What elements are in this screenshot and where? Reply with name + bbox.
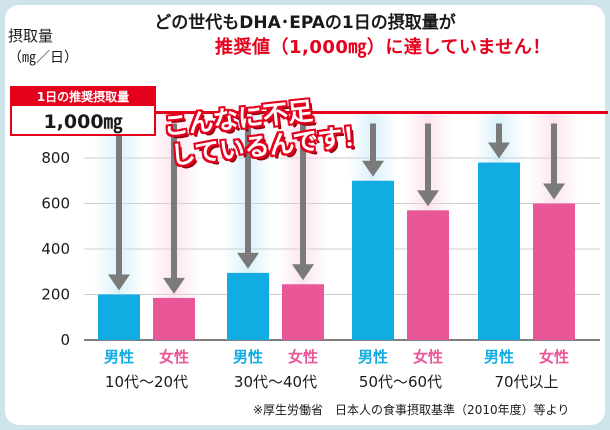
down-arrow-shaft [300, 123, 306, 267]
x-category-label: 30代～40代 [234, 373, 317, 391]
source-note: ※厚生労働省 日本人の食事摂取基準（2010年度）等より [253, 403, 570, 417]
down-arrow-head [108, 274, 130, 291]
y-tick-label: 200 [41, 286, 70, 304]
y-axis-unit: （㎎／日） [8, 50, 78, 66]
chart-subtitle: 推奨値（1,000㎎）に達していません！ [215, 37, 551, 58]
down-arrow-head [488, 142, 510, 159]
series-label-male: 男性 [233, 348, 263, 366]
down-arrow-shaft [551, 123, 557, 186]
bar-female [153, 297, 195, 340]
x-category-label: 70代以上 [494, 373, 558, 391]
series-label-female: 女性 [539, 348, 569, 366]
down-arrow-shaft [370, 123, 376, 163]
y-tick-label: 800 [41, 149, 70, 167]
down-arrow-shaft [496, 123, 502, 145]
series-label-female: 女性 [413, 348, 443, 366]
bar-male [352, 180, 394, 340]
down-arrow-head [163, 277, 185, 294]
y-tick-label: 600 [41, 195, 70, 213]
chart-title: どの世代もDHA･EPAの1日の摂取量が [154, 13, 456, 33]
down-arrow-head [362, 160, 384, 177]
down-arrow-shaft [425, 123, 431, 193]
recommended-intake-value: 1,000㎎ [43, 111, 123, 133]
down-arrow-shaft [245, 123, 251, 255]
bar-male [227, 272, 269, 340]
bar-female [533, 203, 575, 340]
x-category-label: 50代～60代 [359, 373, 442, 391]
series-label-female: 女性 [159, 348, 189, 366]
y-axis-label: 摂取量 [8, 27, 54, 45]
bar-male [478, 162, 520, 340]
series-label-female: 女性 [288, 348, 318, 366]
y-tick-label: 400 [41, 240, 70, 258]
series-label-male: 男性 [484, 348, 514, 366]
down-arrow-head [417, 190, 439, 207]
recommended-intake-box: 1日の推奨摂取量 1,000㎎ [10, 86, 156, 136]
recommended-intake-label: 1日の推奨摂取量 [12, 88, 154, 106]
bar-female [407, 210, 449, 340]
series-label-male: 男性 [358, 348, 388, 366]
x-category-label: 10代～20代 [105, 373, 188, 391]
down-arrow-head [237, 252, 259, 269]
bar-female [282, 284, 324, 340]
down-arrow-head [292, 264, 314, 281]
recommended-intake-line [152, 111, 608, 114]
down-arrow-shaft [171, 123, 177, 280]
y-tick-label: 0 [60, 331, 70, 349]
down-arrow-head [543, 183, 565, 200]
series-label-male: 男性 [104, 348, 134, 366]
down-arrow-shaft [116, 123, 122, 277]
bar-male [98, 294, 140, 340]
